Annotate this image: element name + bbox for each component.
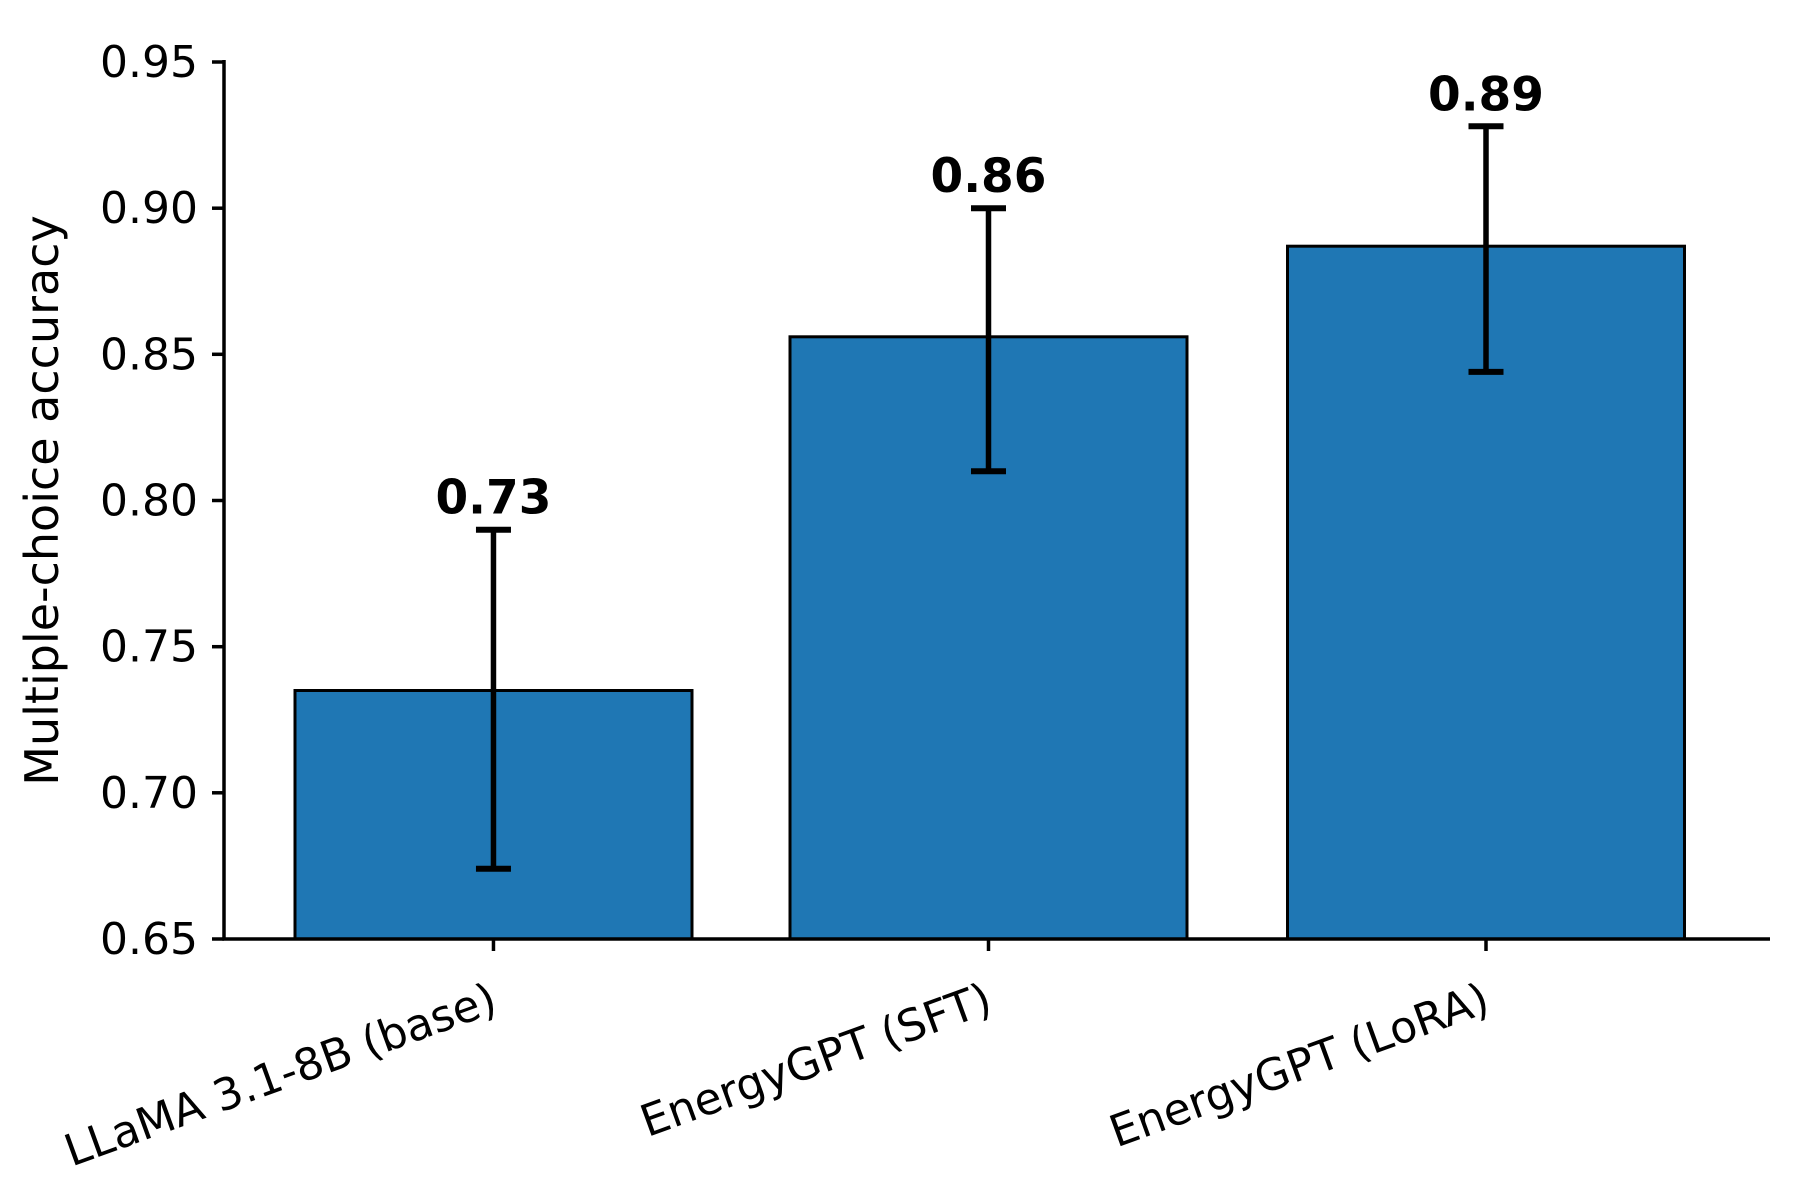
bar-value-label-2: 0.89 [1428, 67, 1544, 122]
x-tick-label-2: EnergyGPT (LoRA) [1103, 973, 1496, 1158]
y-tick-label-5: 0.90 [100, 183, 198, 234]
y-tick-label-3: 0.80 [100, 476, 198, 527]
y-tick-label-2: 0.75 [100, 622, 198, 673]
error-bar-0 [475, 526, 511, 872]
y-tick-label-0: 0.65 [100, 914, 198, 965]
error-bar-2 [1468, 123, 1504, 375]
bar-value-label-1: 0.86 [931, 149, 1047, 204]
y-tick-label-6: 0.95 [100, 37, 198, 88]
y-tick-label-1: 0.70 [100, 768, 198, 819]
y-axis-title: Multiple-choice accuracy [15, 215, 69, 785]
x-tick-label-1: EnergyGPT (SFT) [634, 973, 998, 1147]
x-tick-label-0: LLaMA 3.1-8B (base) [58, 973, 503, 1177]
y-tick-label-4: 0.85 [100, 329, 198, 380]
bar-value-label-0: 0.73 [435, 471, 551, 526]
error-bar-1 [970, 205, 1006, 475]
